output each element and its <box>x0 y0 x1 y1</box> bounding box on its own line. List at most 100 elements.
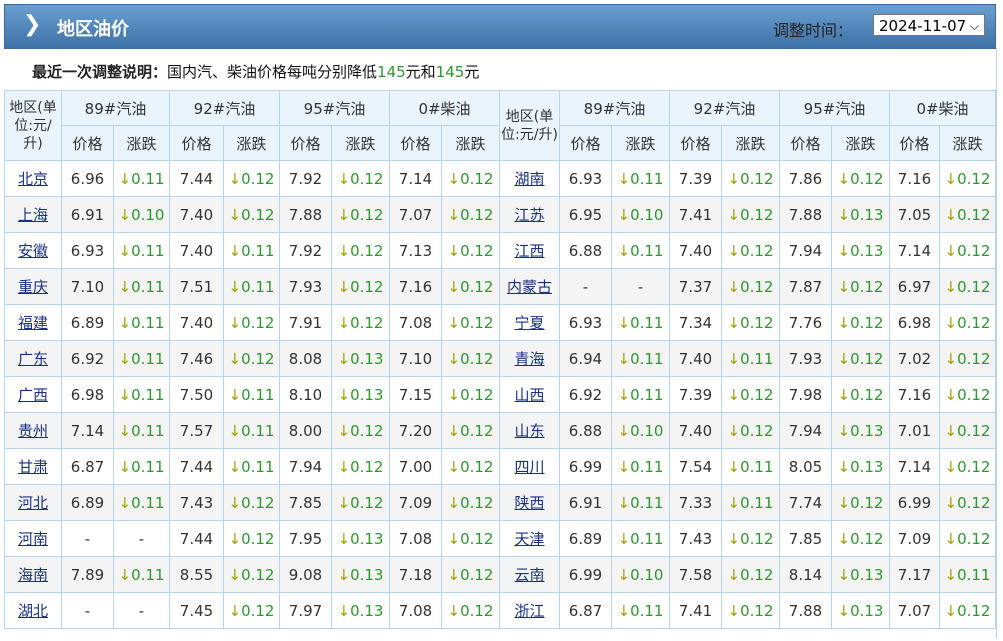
change-value: 0.11 <box>630 313 664 332</box>
region-cell[interactable]: 河南 <box>4 520 62 557</box>
down-arrow-icon: ↓ <box>617 349 631 368</box>
city-link[interactable]: 贵州 <box>17 422 48 440</box>
change-cell: ↓0.12 <box>441 340 500 377</box>
change-value: 0.12 <box>850 385 884 404</box>
down-arrow-icon: ↓ <box>447 313 461 332</box>
change-value: 0.12 <box>957 421 991 440</box>
price-cell: 7.40 <box>169 304 224 341</box>
city-link[interactable]: 安徽 <box>17 242 48 260</box>
region-cell[interactable]: 安徽 <box>4 232 62 269</box>
table-row: 贵州 7.14 ↓0.11 7.57 ↓0.11 8.00 ↓0.12 7.20 ↓0.12 山东… <box>4 412 996 449</box>
city-link[interactable]: 海南 <box>17 566 48 584</box>
city-link[interactable]: 湖南 <box>514 170 545 188</box>
city-link[interactable]: 广西 <box>17 386 48 404</box>
region-cell[interactable]: 云南 <box>499 556 560 593</box>
price-cell: 7.92 <box>279 160 332 197</box>
city-link[interactable]: 山西 <box>514 386 545 404</box>
down-arrow-icon: ↓ <box>447 565 461 584</box>
city-link[interactable]: 湖北 <box>17 602 48 620</box>
city-link[interactable]: 陕西 <box>514 494 545 512</box>
city-link[interactable]: 北京 <box>17 170 48 188</box>
change-value: 0.11 <box>131 277 165 296</box>
city-link[interactable]: 重庆 <box>17 278 48 296</box>
region-cell[interactable]: 内蒙古 <box>499 268 560 305</box>
down-arrow-icon: ↓ <box>228 457 242 476</box>
city-link[interactable]: 河南 <box>17 530 48 548</box>
city-link[interactable]: 四川 <box>514 458 545 476</box>
region-cell[interactable]: 河北 <box>4 484 62 521</box>
price-cell: 7.93 <box>279 268 332 305</box>
region-cell[interactable]: 江西 <box>499 232 560 269</box>
change-cell: ↓0.12 <box>331 448 390 485</box>
city-link[interactable]: 山东 <box>514 422 545 440</box>
down-arrow-icon: ↓ <box>617 169 631 188</box>
region-cell[interactable]: 浙江 <box>499 592 560 629</box>
fuel-header: 92#汽油 <box>169 90 280 126</box>
price-cell: 7.18 <box>389 556 442 593</box>
change-value: 0.12 <box>350 493 384 512</box>
price-cell: 8.55 <box>169 556 224 593</box>
region-cell[interactable]: 广东 <box>4 340 62 377</box>
down-arrow-icon: ↓ <box>228 205 242 224</box>
change-cell: ↓0.12 <box>721 232 780 269</box>
region-cell[interactable]: 湖北 <box>4 592 62 629</box>
region-cell[interactable]: 青海 <box>499 340 560 377</box>
city-link[interactable]: 天津 <box>514 530 545 548</box>
change-value: 0.12 <box>350 205 384 224</box>
region-cell[interactable]: 北京 <box>4 160 62 197</box>
region-cell[interactable]: 山西 <box>499 376 560 413</box>
region-cell[interactable]: 甘肃 <box>4 448 62 485</box>
city-link[interactable]: 青海 <box>514 350 545 368</box>
change-cell: ↓0.13 <box>331 520 390 557</box>
change-cell: ↓0.11 <box>611 520 670 557</box>
region-cell[interactable]: 海南 <box>4 556 62 593</box>
region-cell[interactable]: 重庆 <box>4 268 62 305</box>
city-link[interactable]: 内蒙古 <box>506 278 552 296</box>
change-cell: ↓0.11 <box>611 376 670 413</box>
region-cell[interactable]: 湖南 <box>499 160 560 197</box>
city-link[interactable]: 上海 <box>17 206 48 224</box>
down-arrow-icon: ↓ <box>837 277 851 296</box>
city-link[interactable]: 云南 <box>514 566 545 584</box>
city-link[interactable]: 江西 <box>514 242 545 260</box>
price-cell: 6.95 <box>559 196 612 233</box>
down-arrow-icon: ↓ <box>617 457 631 476</box>
adjust-date-select[interactable]: 2024-11-07 ⌵ <box>873 14 985 36</box>
table-row: 河北 6.89 ↓0.11 7.43 ↓0.12 7.85 ↓0.12 7.09 ↓0.12 陕西… <box>4 484 996 521</box>
city-link[interactable]: 浙江 <box>514 602 545 620</box>
price-cell: 7.57 <box>169 412 224 449</box>
city-link[interactable]: 河北 <box>17 494 48 512</box>
region-cell[interactable]: 江苏 <box>499 196 560 233</box>
region-cell[interactable]: 贵州 <box>4 412 62 449</box>
price-cell: 7.41 <box>669 196 722 233</box>
down-arrow-icon: ↓ <box>727 565 741 584</box>
city-link[interactable]: 宁夏 <box>514 314 545 332</box>
region-cell[interactable]: 宁夏 <box>499 304 560 341</box>
region-cell[interactable]: 上海 <box>4 196 62 233</box>
city-link[interactable]: 甘肃 <box>17 458 48 476</box>
region-cell[interactable]: 福建 <box>4 304 62 341</box>
region-cell[interactable]: 广西 <box>4 376 62 413</box>
region-cell[interactable]: 陕西 <box>499 484 560 521</box>
city-link[interactable]: 江苏 <box>514 206 545 224</box>
down-arrow-icon: ↓ <box>228 493 242 512</box>
city-link[interactable]: 福建 <box>17 314 48 332</box>
change-cell: ↓0.12 <box>331 160 390 197</box>
change-value: 0.11 <box>630 385 664 404</box>
change-cell: ↓0.12 <box>331 484 390 521</box>
region-cell[interactable]: 四川 <box>499 448 560 485</box>
fuel-header: 0#柴油 <box>389 90 500 126</box>
city-link[interactable]: 广东 <box>17 350 48 368</box>
down-arrow-icon: ↓ <box>337 529 351 548</box>
price-cell: 7.09 <box>389 484 442 521</box>
region-cell[interactable]: 山东 <box>499 412 560 449</box>
change-cell: ↓0.11 <box>611 592 670 629</box>
price-cell: 7.45 <box>169 592 224 629</box>
down-arrow-icon: ↓ <box>727 385 741 404</box>
price-cell: 6.89 <box>61 304 114 341</box>
price-cell: - <box>559 268 612 305</box>
region-cell[interactable]: 天津 <box>499 520 560 557</box>
change-value: 0.12 <box>460 277 494 296</box>
change-value: 0.12 <box>350 313 384 332</box>
change-cell: ↓0.12 <box>441 592 500 629</box>
